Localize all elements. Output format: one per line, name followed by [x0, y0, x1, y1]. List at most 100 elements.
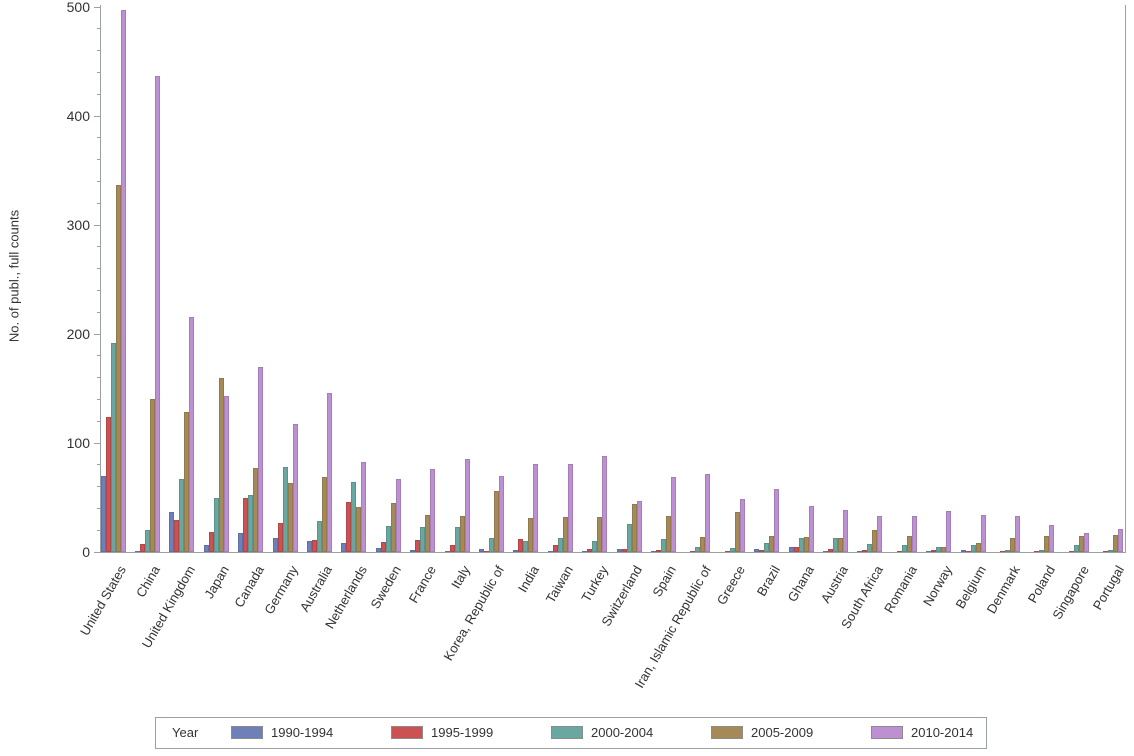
x-axis-label: India: [514, 563, 542, 595]
bar: [660, 538, 666, 552]
y-tick-minor: [97, 202, 101, 204]
bar: [1083, 533, 1089, 552]
bar: [1004, 549, 1010, 552]
legend-title: Year: [172, 725, 199, 740]
legend-label: 1990-1994: [271, 725, 334, 740]
bar: [626, 523, 632, 552]
y-tick-minor: [97, 420, 101, 422]
bar: [410, 549, 416, 552]
y-axis-title: No. of publ., full counts: [6, 209, 22, 343]
bar: [552, 545, 558, 552]
bar: [523, 541, 529, 552]
bar: [941, 546, 947, 552]
legend-label: 2005-2009: [751, 725, 814, 740]
bar: [808, 506, 814, 552]
y-tick-minor: [97, 28, 101, 30]
legend-label: 2010-2014: [911, 725, 974, 740]
bar: [238, 533, 244, 552]
bar: [346, 501, 352, 552]
bar: [754, 548, 760, 552]
bar: [243, 497, 249, 552]
x-axis-label: Greece: [713, 563, 749, 608]
y-tick-major: [94, 442, 101, 444]
y-tick-minor: [97, 159, 101, 161]
bar: [425, 514, 431, 552]
bar: [454, 526, 460, 552]
bar: [223, 396, 229, 552]
y-tick-minor: [97, 50, 101, 52]
legend: Year 1990-1994 1995-1999 2000-2004 2005-200…: [155, 717, 987, 749]
bar: [827, 548, 833, 552]
bar: [1034, 550, 1040, 552]
y-tick-minor: [97, 529, 101, 531]
bar: [670, 476, 676, 552]
x-axis-label: Japan: [201, 563, 233, 602]
bar: [154, 75, 160, 552]
y-tick-minor: [97, 137, 101, 139]
bar: [169, 511, 175, 552]
bar: [375, 547, 381, 552]
plot-area: 0 100 200 300 400 500: [67, 0, 1126, 559]
bar: [705, 473, 711, 552]
y-tick-minor: [97, 311, 101, 313]
x-axis-label: Sweden: [367, 563, 405, 612]
bar: [877, 516, 883, 552]
bar: [592, 541, 598, 552]
bar: [547, 550, 553, 552]
bar: [616, 548, 622, 552]
bar: [946, 510, 952, 552]
bar: [1113, 534, 1119, 552]
bar: [936, 546, 942, 552]
bar: [174, 520, 180, 552]
bar: [764, 543, 770, 552]
y-tick-minor: [97, 355, 101, 357]
bar: [390, 502, 396, 552]
bar: [488, 537, 494, 552]
bar: [100, 475, 106, 552]
bar: [896, 550, 902, 552]
bar: [867, 544, 873, 552]
bar: [774, 488, 780, 552]
bar: [557, 537, 563, 552]
bar: [361, 461, 367, 552]
x-axis-label: Norway: [919, 563, 955, 609]
y-tick-label: 300: [66, 217, 90, 233]
bar: [115, 184, 121, 552]
bar: [1009, 537, 1015, 552]
bar: [292, 424, 298, 552]
x-axis-label: France: [405, 563, 439, 606]
bar: [533, 463, 539, 552]
y-tick-minor: [97, 180, 101, 182]
bar: [430, 469, 436, 552]
y-tick-major: [94, 115, 101, 117]
bar: [110, 342, 116, 552]
bar: [528, 518, 534, 552]
bar: [631, 504, 637, 552]
y-tick-major: [94, 333, 101, 335]
bar: [980, 514, 986, 552]
bar: [105, 416, 111, 552]
bar: [184, 412, 190, 552]
y-tick-major: [94, 6, 101, 8]
x-axis-label: Denmark: [984, 563, 1024, 617]
x-axis-label: China: [133, 563, 164, 600]
bar: [759, 549, 765, 552]
bar: [700, 536, 706, 552]
bar: [562, 517, 568, 552]
bar: [203, 545, 209, 552]
bar: [498, 475, 504, 552]
legend-swatch: [711, 726, 743, 739]
bar: [179, 478, 185, 552]
y-tick-minor: [97, 268, 101, 270]
bar: [695, 546, 701, 552]
bar: [464, 459, 470, 552]
bar: [326, 392, 332, 552]
bar: [144, 530, 150, 552]
bar: [134, 550, 140, 552]
bar: [208, 532, 214, 552]
bar: [287, 483, 293, 552]
bar: [415, 540, 421, 552]
bar: [306, 541, 312, 552]
bar: [842, 509, 848, 552]
